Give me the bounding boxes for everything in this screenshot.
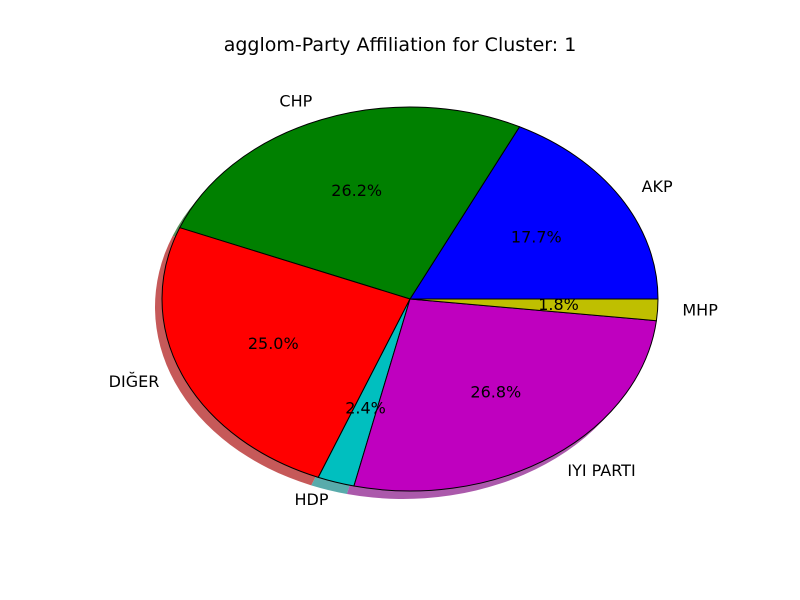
slice-label-akp: AKP: [642, 177, 673, 196]
slice-percent-akp: 17.7%: [511, 228, 562, 247]
pie-slice-chp: [179, 106, 521, 300]
slice-label-hdp: HDP: [294, 490, 328, 509]
pie-slice-iyi-parti: [353, 298, 657, 492]
slice-percent-iyi-parti: 26.8%: [470, 383, 521, 402]
slice-label-iyi-parti: IYI PARTI: [567, 461, 635, 480]
slice-percent-mhp: 1.8%: [538, 295, 579, 314]
pie-label-layer: AKP 17.7% CHP 26.2% DIĞER 25.0% HDP 2.4% IYI PAR…: [109, 91, 719, 509]
pie-slice-layer: [161, 106, 659, 492]
slice-label-diger: DIĞER: [109, 372, 160, 391]
pie-slice-mhp: [409, 298, 659, 322]
chart-title: agglom-Party Affiliation for Cluster: 1: [223, 34, 577, 56]
slice-percent-chp: 26.2%: [331, 181, 382, 200]
slice-percent-diger: 25.0%: [248, 334, 299, 353]
slice-label-chp: CHP: [279, 91, 312, 110]
pie-slice-akp: [409, 126, 659, 300]
slice-percent-hdp: 2.4%: [345, 398, 386, 417]
slice-label-mhp: MHP: [682, 300, 718, 319]
pie-slice-diger: [161, 227, 411, 478]
